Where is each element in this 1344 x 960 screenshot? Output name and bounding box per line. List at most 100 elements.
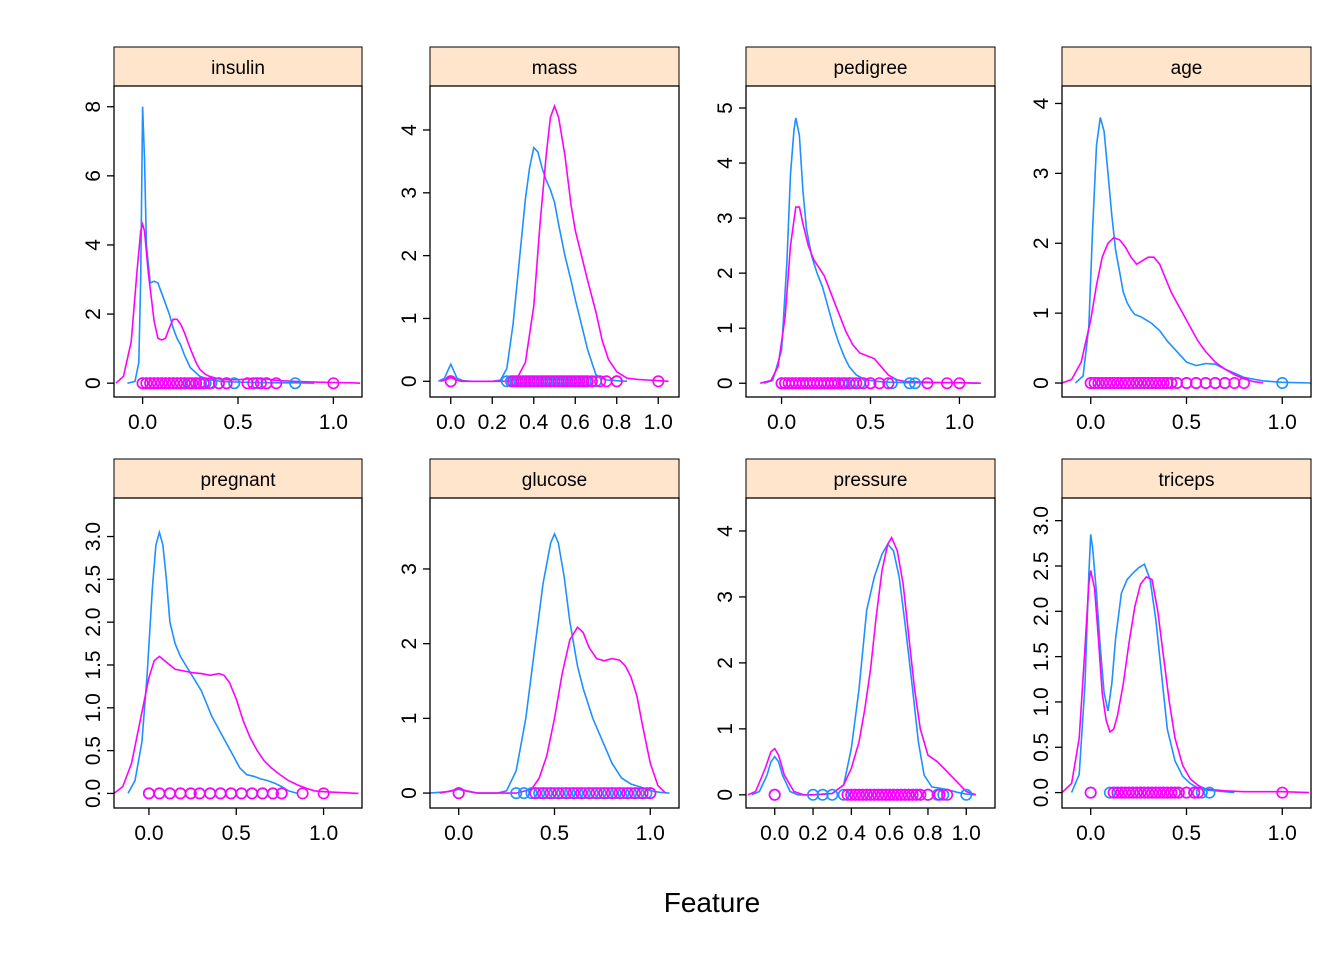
density-curve-magenta xyxy=(440,103,669,383)
y-tick-label: 0 xyxy=(714,377,737,389)
y-tick-label: 3 xyxy=(714,212,737,224)
rug-point-magenta xyxy=(527,375,540,388)
rug-point-blue xyxy=(563,787,576,800)
rug-point-magenta xyxy=(1111,376,1124,389)
rug-point-magenta xyxy=(552,787,565,800)
rug-point-magenta xyxy=(1100,376,1113,389)
y-tick-label: 0 xyxy=(1030,377,1053,389)
y-tick-label: 0.5 xyxy=(1030,733,1053,762)
rug-point-magenta xyxy=(879,788,892,801)
x-tick-label: 0.0 xyxy=(1076,411,1105,434)
panel-title: mass xyxy=(532,58,577,79)
y-tick-label: 0 xyxy=(714,789,737,801)
rug-point-magenta xyxy=(1170,376,1183,389)
x-tick-label: 0.2 xyxy=(798,822,827,845)
rug-point-magenta xyxy=(1172,786,1185,799)
rug-point-magenta xyxy=(171,377,184,390)
rug-point-blue xyxy=(609,787,622,800)
x-tick-label: 0.2 xyxy=(478,411,507,434)
y-tick-label: 4 xyxy=(82,239,105,251)
y-tick-label: 4 xyxy=(714,157,737,169)
rug-point-blue xyxy=(937,788,950,801)
panel-title: glucose xyxy=(522,470,588,491)
x-tick-label: 0.4 xyxy=(519,411,549,434)
rug-point-magenta xyxy=(247,377,260,390)
rug-point-blue xyxy=(885,377,898,390)
rug-point-magenta xyxy=(560,375,573,388)
rug-point-blue xyxy=(908,377,921,390)
rug-point-magenta xyxy=(843,377,856,390)
rug-point-magenta xyxy=(163,787,176,800)
rug-point-magenta xyxy=(155,377,168,390)
rug-point-magenta xyxy=(895,788,908,801)
rug-point-magenta xyxy=(317,787,330,800)
density-curve-magenta xyxy=(747,535,977,796)
density-curve-blue xyxy=(127,106,315,384)
rug-point-magenta xyxy=(212,377,225,390)
rug-point-magenta xyxy=(857,377,870,390)
x-tick-label: 0.4 xyxy=(837,822,867,845)
density-curve-blue xyxy=(1074,117,1311,384)
rug-point-magenta xyxy=(953,377,966,390)
rug-point-magenta xyxy=(193,377,206,390)
rug-point-magenta xyxy=(567,787,580,800)
x-tick-label: 1.0 xyxy=(309,822,338,845)
rug-point-blue xyxy=(533,787,546,800)
rug-point-magenta xyxy=(529,787,542,800)
rug-point-magenta xyxy=(565,375,578,388)
rug-point-magenta xyxy=(768,788,781,801)
rug-point-magenta xyxy=(1238,376,1251,389)
rug-point-magenta xyxy=(940,377,953,390)
rug-point-magenta xyxy=(1218,376,1231,389)
rug-point-magenta xyxy=(163,377,176,390)
x-tick-label: 0.5 xyxy=(223,411,252,434)
panel-title: pedigree xyxy=(834,58,908,79)
x-tick-label: 0.5 xyxy=(222,822,251,845)
y-tick-label: 2.5 xyxy=(1030,551,1053,580)
rug-point-magenta xyxy=(1084,376,1097,389)
rug-point-magenta xyxy=(1180,786,1193,799)
rug-point-magenta xyxy=(902,788,915,801)
panel-frame xyxy=(113,85,363,398)
x-tick-label: 0.0 xyxy=(767,411,796,434)
rug-point-magenta xyxy=(511,375,524,388)
rug-point-magenta xyxy=(220,377,233,390)
rug-point-magenta xyxy=(906,788,919,801)
x-tick-label: 1.0 xyxy=(945,411,974,434)
rug-point-magenta xyxy=(159,377,172,390)
rug-point-magenta xyxy=(837,377,850,390)
y-tick-label: 0.0 xyxy=(82,779,105,808)
rug-point-magenta xyxy=(569,375,582,388)
rug-point-magenta xyxy=(1134,376,1147,389)
rug-point-blue xyxy=(289,377,302,390)
rug-point-magenta xyxy=(225,787,238,800)
rug-point-magenta xyxy=(444,375,457,388)
y-tick-label: 1 xyxy=(714,322,737,334)
plot-area xyxy=(747,535,977,801)
rug-point-magenta xyxy=(544,787,557,800)
rug-point-blue xyxy=(903,377,916,390)
rug-point-magenta xyxy=(559,787,572,800)
rug-point-magenta xyxy=(921,377,934,390)
rug-point-magenta xyxy=(182,377,195,390)
rug-point-magenta xyxy=(142,787,155,800)
x-tick-label: 0.5 xyxy=(1172,822,1201,845)
rug-point-magenta xyxy=(1276,786,1289,799)
rug-point-magenta xyxy=(540,375,553,388)
rug-point-magenta xyxy=(556,375,569,388)
plot-area xyxy=(114,529,359,800)
y-tick-label: 3 xyxy=(398,187,421,199)
rug-point-magenta xyxy=(594,375,607,388)
y-tick-label: 3 xyxy=(714,591,737,603)
y-tick-label: 2 xyxy=(82,308,105,320)
rug-point-magenta xyxy=(246,787,259,800)
plot-area xyxy=(760,117,981,390)
rug-point-magenta xyxy=(1107,786,1120,799)
y-tick-label: 1 xyxy=(714,723,737,735)
rug-point-magenta xyxy=(153,787,166,800)
rug-point-magenta xyxy=(535,375,548,388)
y-tick-label: 1 xyxy=(1030,307,1053,319)
rug-point-magenta xyxy=(1180,376,1193,389)
rug-point-magenta xyxy=(1157,376,1170,389)
rug-point-blue xyxy=(228,377,241,390)
